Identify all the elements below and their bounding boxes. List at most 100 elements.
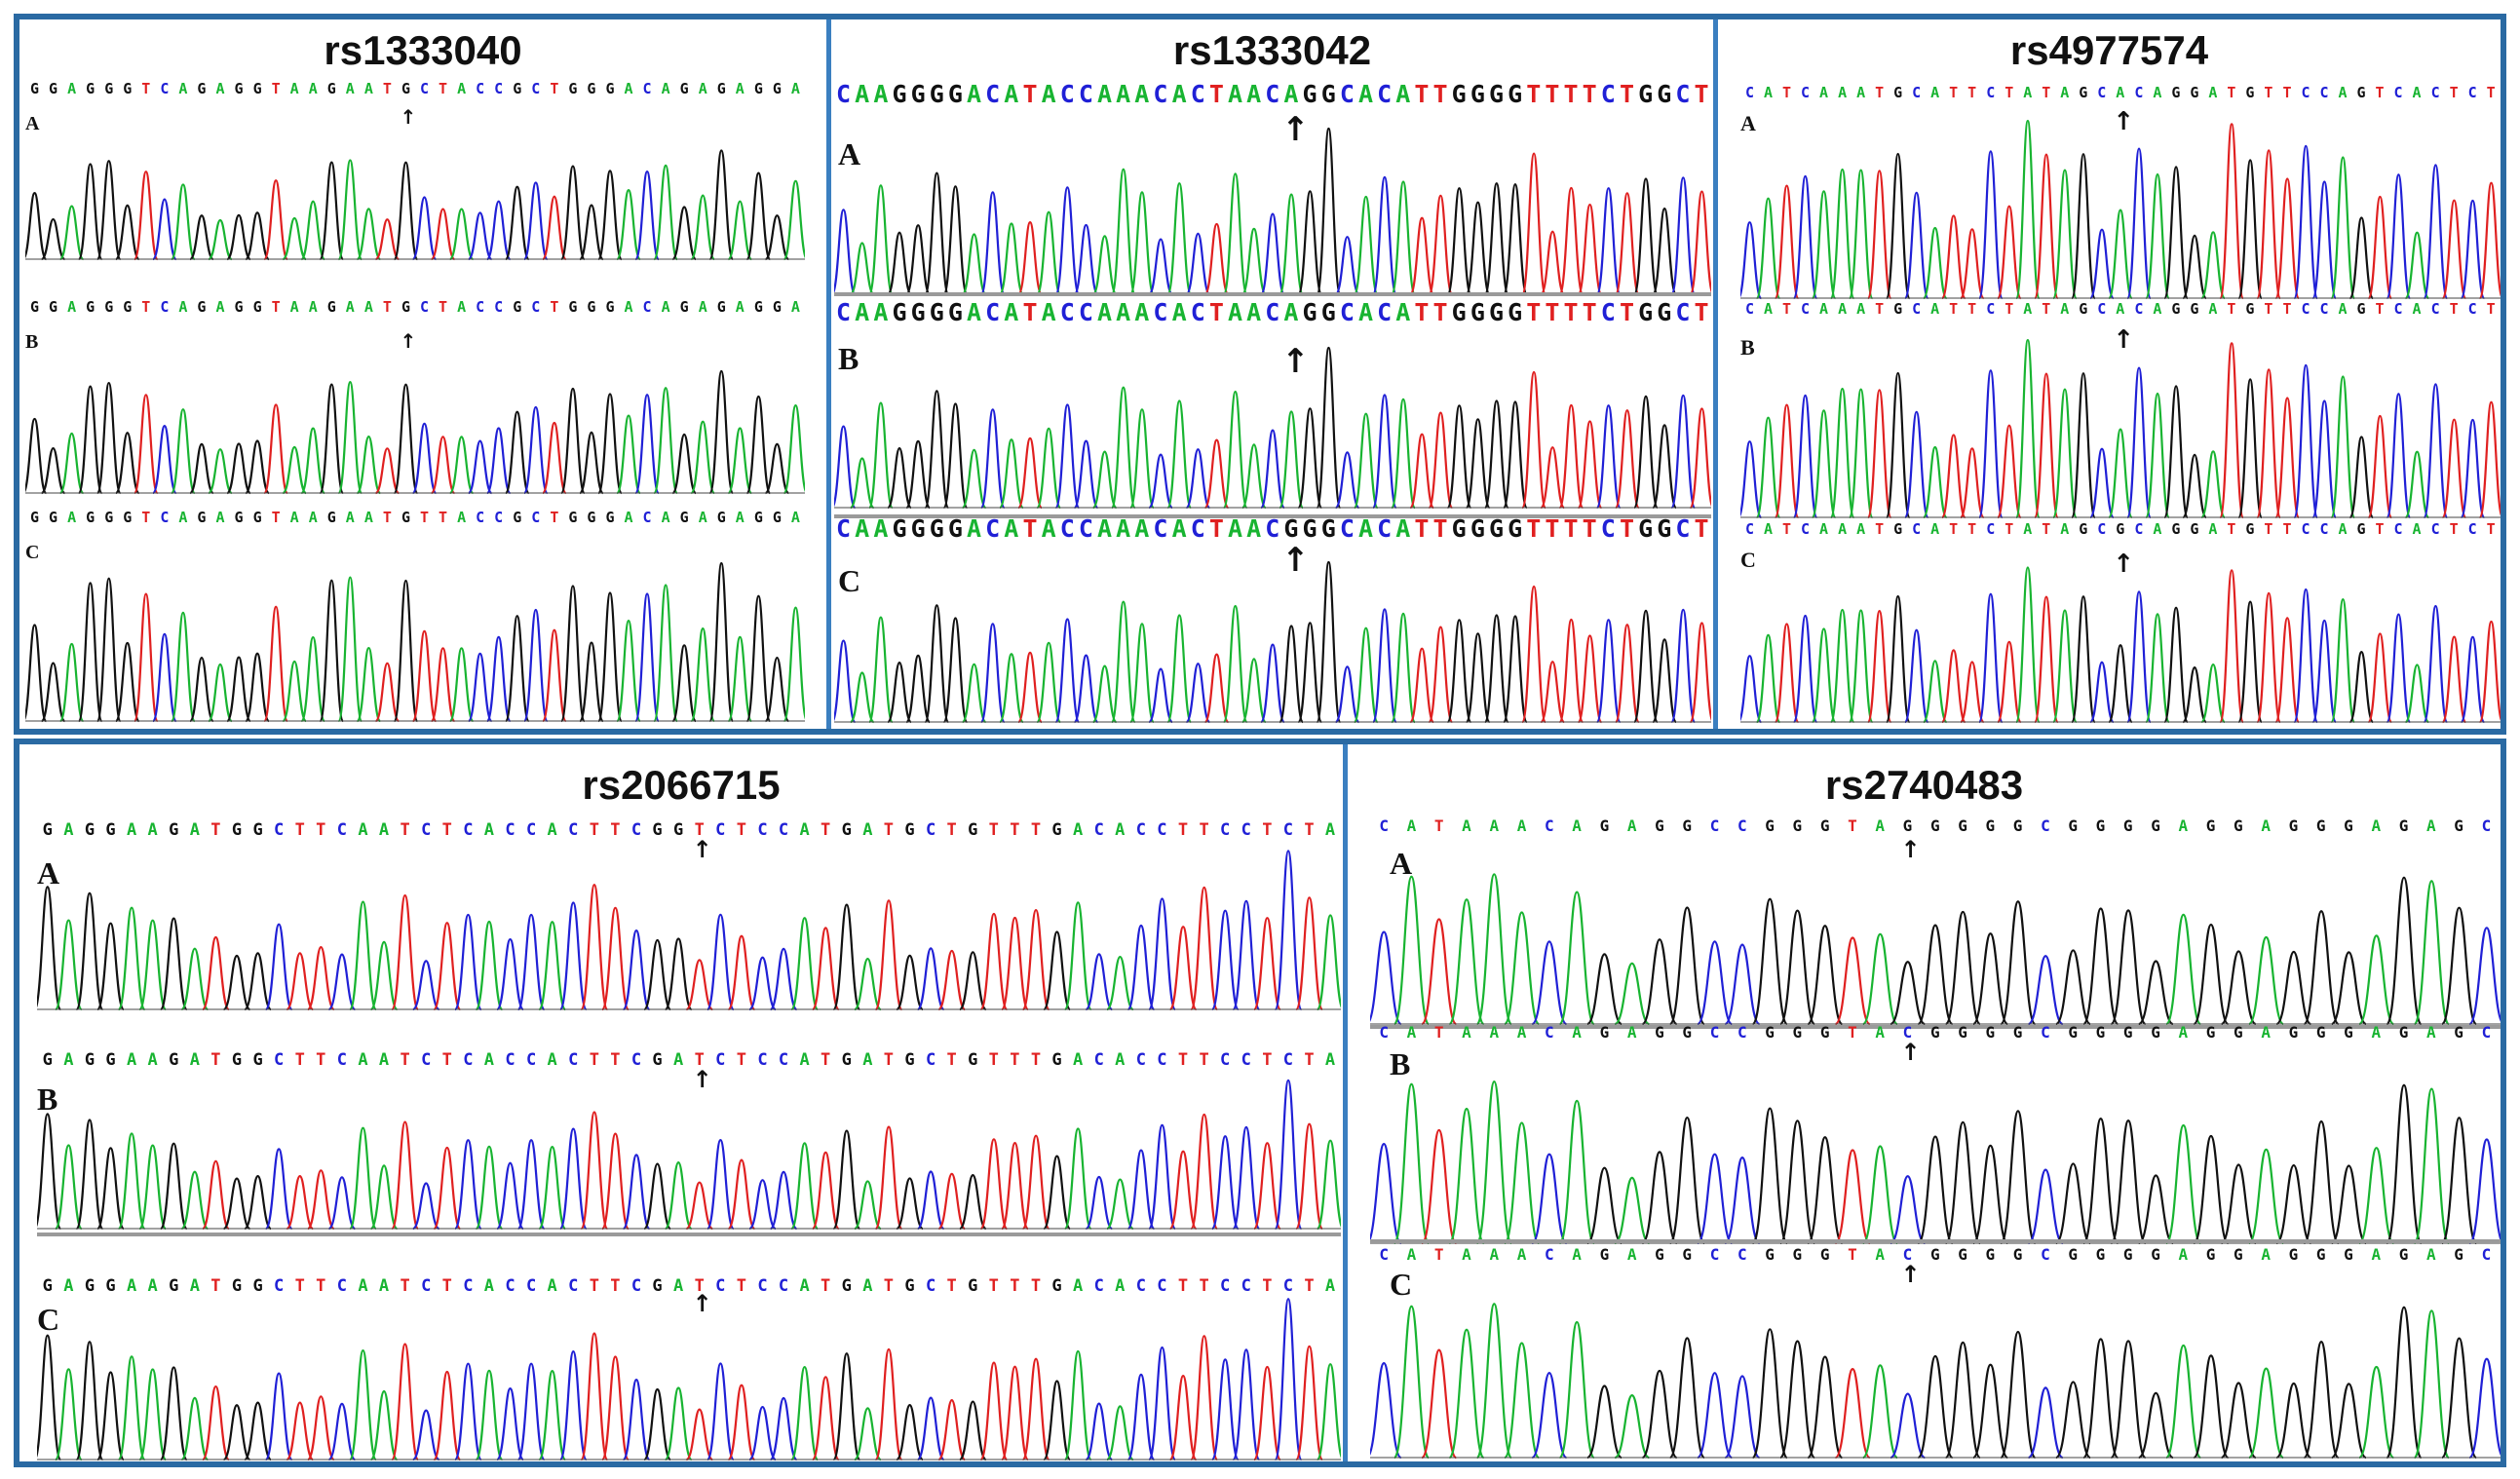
base-letter: A	[1838, 520, 1848, 538]
trace-peak	[411, 1409, 440, 1461]
trace-peak	[1260, 212, 1285, 296]
base-letter: A	[345, 298, 355, 316]
trace-peak	[37, 1334, 62, 1461]
base-letter: G	[587, 509, 596, 526]
base-letter: A	[358, 820, 368, 840]
trace-peak	[114, 204, 140, 261]
base-letter: A	[1764, 520, 1774, 538]
base-letter: G	[49, 298, 58, 316]
trace-peak	[282, 216, 308, 261]
trace-peak	[2440, 906, 2478, 1026]
row-separator	[834, 292, 1711, 296]
base-letter: G	[1508, 80, 1523, 108]
trace-peak	[2089, 661, 2115, 724]
base-letter: A	[735, 80, 745, 97]
trace-peak	[2165, 913, 2202, 1026]
trace-peak	[745, 171, 772, 261]
base-letter: T	[1967, 300, 1977, 318]
trace-peak	[1210, 1135, 1240, 1231]
divider-top-1	[826, 19, 831, 729]
trace-peak	[1558, 186, 1585, 296]
base-letter: T	[1949, 84, 1959, 101]
trace-peak	[745, 594, 772, 723]
base-letter: G	[841, 1276, 852, 1296]
base-letter: C	[1282, 820, 1294, 840]
sample-label-c: C	[1740, 548, 1756, 572]
trace-peak	[2034, 153, 2059, 300]
base-letter: G	[2151, 1023, 2160, 1042]
trace-peak	[2247, 1148, 2285, 1245]
base-letter: C	[1801, 84, 1811, 101]
trace-peak	[77, 163, 103, 261]
base-letter: G	[568, 509, 578, 526]
trace-peak	[2413, 880, 2450, 1026]
base-letter: G	[841, 1050, 852, 1070]
trace-peak	[222, 954, 251, 1011]
trace-peak	[1755, 197, 1781, 300]
base-letter: A	[547, 1276, 557, 1296]
trace-peak	[1641, 1369, 1678, 1460]
base-letter: C	[568, 1050, 579, 1070]
base-letter: C	[1220, 820, 1231, 840]
trace-peak	[2468, 1138, 2501, 1245]
base-letter: G	[2344, 816, 2353, 835]
trace-peak	[25, 192, 48, 261]
trace-peak	[475, 1369, 504, 1461]
base-letter: G	[753, 80, 763, 97]
trace-peak	[1370, 1361, 1402, 1460]
base-letter: T	[439, 298, 448, 316]
trace-peak	[560, 585, 586, 723]
base-letter: G	[968, 1276, 978, 1296]
trace-peak	[393, 579, 419, 723]
base-letter: A	[1395, 514, 1411, 543]
trace-peak	[2460, 199, 2486, 300]
base-letter: C	[1220, 1276, 1231, 1296]
trace-peak	[622, 1154, 651, 1231]
base-letter: A	[855, 298, 870, 326]
base-letter: C	[1709, 1023, 1720, 1042]
trace-peak	[1021, 1134, 1050, 1231]
trace-peak	[1166, 399, 1193, 510]
base-letter: C	[274, 1276, 285, 1296]
base-letter: G	[1657, 80, 1672, 108]
base-letter: T	[1619, 80, 1634, 108]
base-letter: C	[1675, 298, 1691, 326]
base-letter: G	[1958, 1245, 1967, 1264]
trace-peak	[887, 662, 912, 724]
trace-peak	[1977, 150, 2004, 300]
trace-peak	[580, 884, 609, 1011]
base-letter: A	[799, 1276, 810, 1296]
trace-peak	[1903, 628, 1929, 724]
base-letter: T	[946, 1276, 957, 1296]
base-letter: T	[382, 80, 392, 97]
trace-peak	[2311, 399, 2338, 519]
trace-peak	[356, 646, 382, 723]
trace-peak	[1148, 238, 1174, 296]
base-letter: G	[679, 298, 689, 316]
trace-peak	[1465, 418, 1491, 510]
trace-peak	[597, 591, 623, 723]
trace-peak	[1001, 916, 1029, 1011]
base-letter: A	[63, 1276, 74, 1296]
trace-peak	[1475, 1081, 1512, 1245]
base-letter: G	[841, 820, 852, 840]
base-letter: G	[169, 1050, 179, 1070]
base-letter: T	[1030, 1050, 1042, 1070]
trace-peak	[2358, 1365, 2395, 1460]
trace-peak	[1168, 926, 1198, 1011]
base-letter: A	[673, 1050, 684, 1070]
base-letter: G	[910, 80, 926, 108]
base-letter: T	[1619, 514, 1634, 543]
base-letter: G	[2122, 816, 2133, 835]
trace-peak	[1885, 594, 1911, 724]
trace-peak	[1558, 1320, 1595, 1460]
base-letter: G	[772, 298, 782, 316]
base-letter: C	[1339, 298, 1355, 326]
base-letter: A	[1171, 80, 1187, 108]
trace-peak	[2330, 951, 2368, 1026]
base-letter: G	[1655, 816, 1664, 835]
trace-peak	[616, 414, 641, 495]
base-letter: A	[624, 80, 633, 97]
base-letter: C	[1339, 80, 1355, 108]
